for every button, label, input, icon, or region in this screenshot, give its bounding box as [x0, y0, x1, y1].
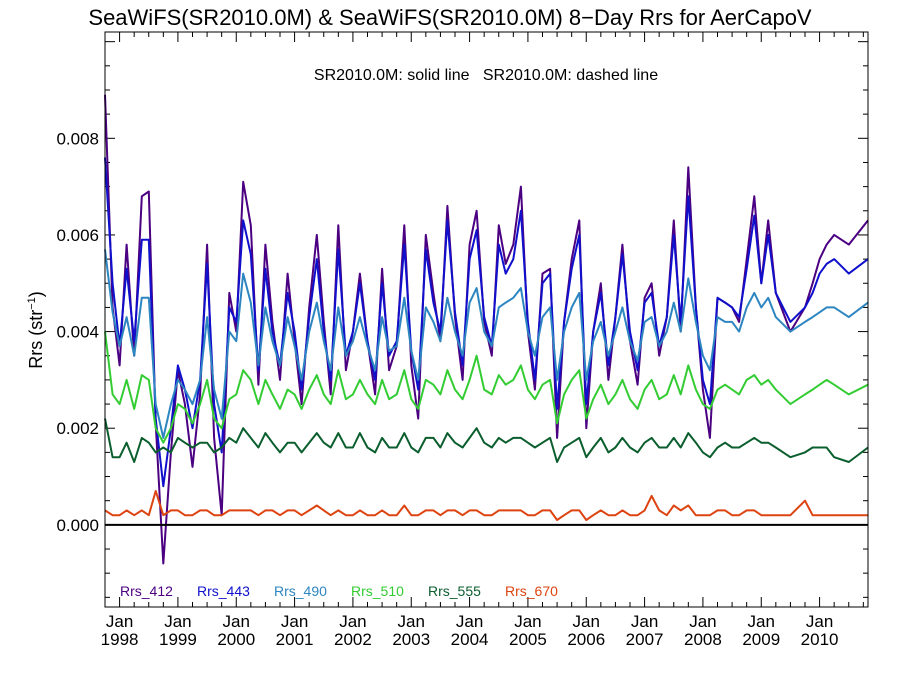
x-tick-label-year: 2010 [801, 630, 839, 649]
x-tick-label-year: 2005 [509, 630, 547, 649]
series-line-rrs-555 [104, 418, 869, 463]
x-tick-label-month: Jan [456, 612, 483, 631]
x-tick-label-month: Jan [573, 612, 600, 631]
y-axis-label-end: ) [26, 291, 46, 297]
x-tick-label-year: 1999 [159, 630, 197, 649]
y-tick-label: 0.000 [56, 516, 99, 535]
x-tick-label-month: Jan [689, 612, 716, 631]
x-tick-label-year: 2000 [217, 630, 255, 649]
y-axis-label: Rrs (str−1) [26, 291, 46, 369]
x-tick-label-month: Jan [339, 612, 366, 631]
x-tick-label-month: Jan [748, 612, 775, 631]
x-tick-label-year: 2008 [684, 630, 722, 649]
x-tick-label-year: 2002 [334, 630, 372, 649]
x-tick-label-month: Jan [514, 612, 541, 631]
y-tick-label: 0.004 [56, 323, 99, 342]
x-tick-label-month: Jan [806, 612, 833, 631]
legend-label: Rrs_490 [274, 583, 327, 599]
x-tick-label-month: Jan [164, 612, 191, 631]
y-axis-label-main: Rrs (str [26, 310, 46, 369]
legend-label: Rrs_555 [428, 583, 481, 599]
legend-label: Rrs_412 [120, 583, 173, 599]
plot-area: 0.0000.0020.0040.0060.008Jan1998Jan1999J… [56, 32, 869, 649]
chart-title: SeaWiFS(SR2010.0M) & SeaWiFS(SR2010.0M) … [88, 5, 812, 30]
y-tick-label: 0.006 [56, 226, 99, 245]
x-tick-label-year: 2009 [742, 630, 780, 649]
y-axis-label-sup: −1 [26, 297, 38, 310]
x-tick-label-year: 2001 [276, 630, 314, 649]
plot-frame [104, 31, 869, 608]
x-tick-label-year: 2007 [626, 630, 664, 649]
y-tick-label: 0.002 [56, 419, 99, 438]
x-tick-label-month: Jan [106, 612, 133, 631]
series-line-rrs-490 [104, 249, 869, 439]
x-tick-label-year: 2003 [392, 630, 430, 649]
x-tick-label-month: Jan [281, 612, 308, 631]
legend-label: Rrs_670 [505, 583, 558, 599]
x-tick-label-month: Jan [223, 612, 250, 631]
series-line-rrs-510 [104, 331, 869, 444]
x-tick-label-year: 2004 [451, 630, 489, 649]
legend-label: Rrs_510 [351, 583, 404, 599]
series-line-rrs-670 [104, 490, 868, 521]
legend-label: Rrs_443 [197, 583, 250, 599]
x-tick-label-month: Jan [398, 612, 425, 631]
chart-subtitle: SR2010.0M: solid line SR2010.0M: dashed … [314, 67, 658, 84]
x-tick-label-month: Jan [631, 612, 658, 631]
x-tick-label-year: 1998 [101, 630, 139, 649]
x-tick-label-year: 2006 [567, 630, 605, 649]
y-tick-label: 0.008 [56, 129, 99, 148]
